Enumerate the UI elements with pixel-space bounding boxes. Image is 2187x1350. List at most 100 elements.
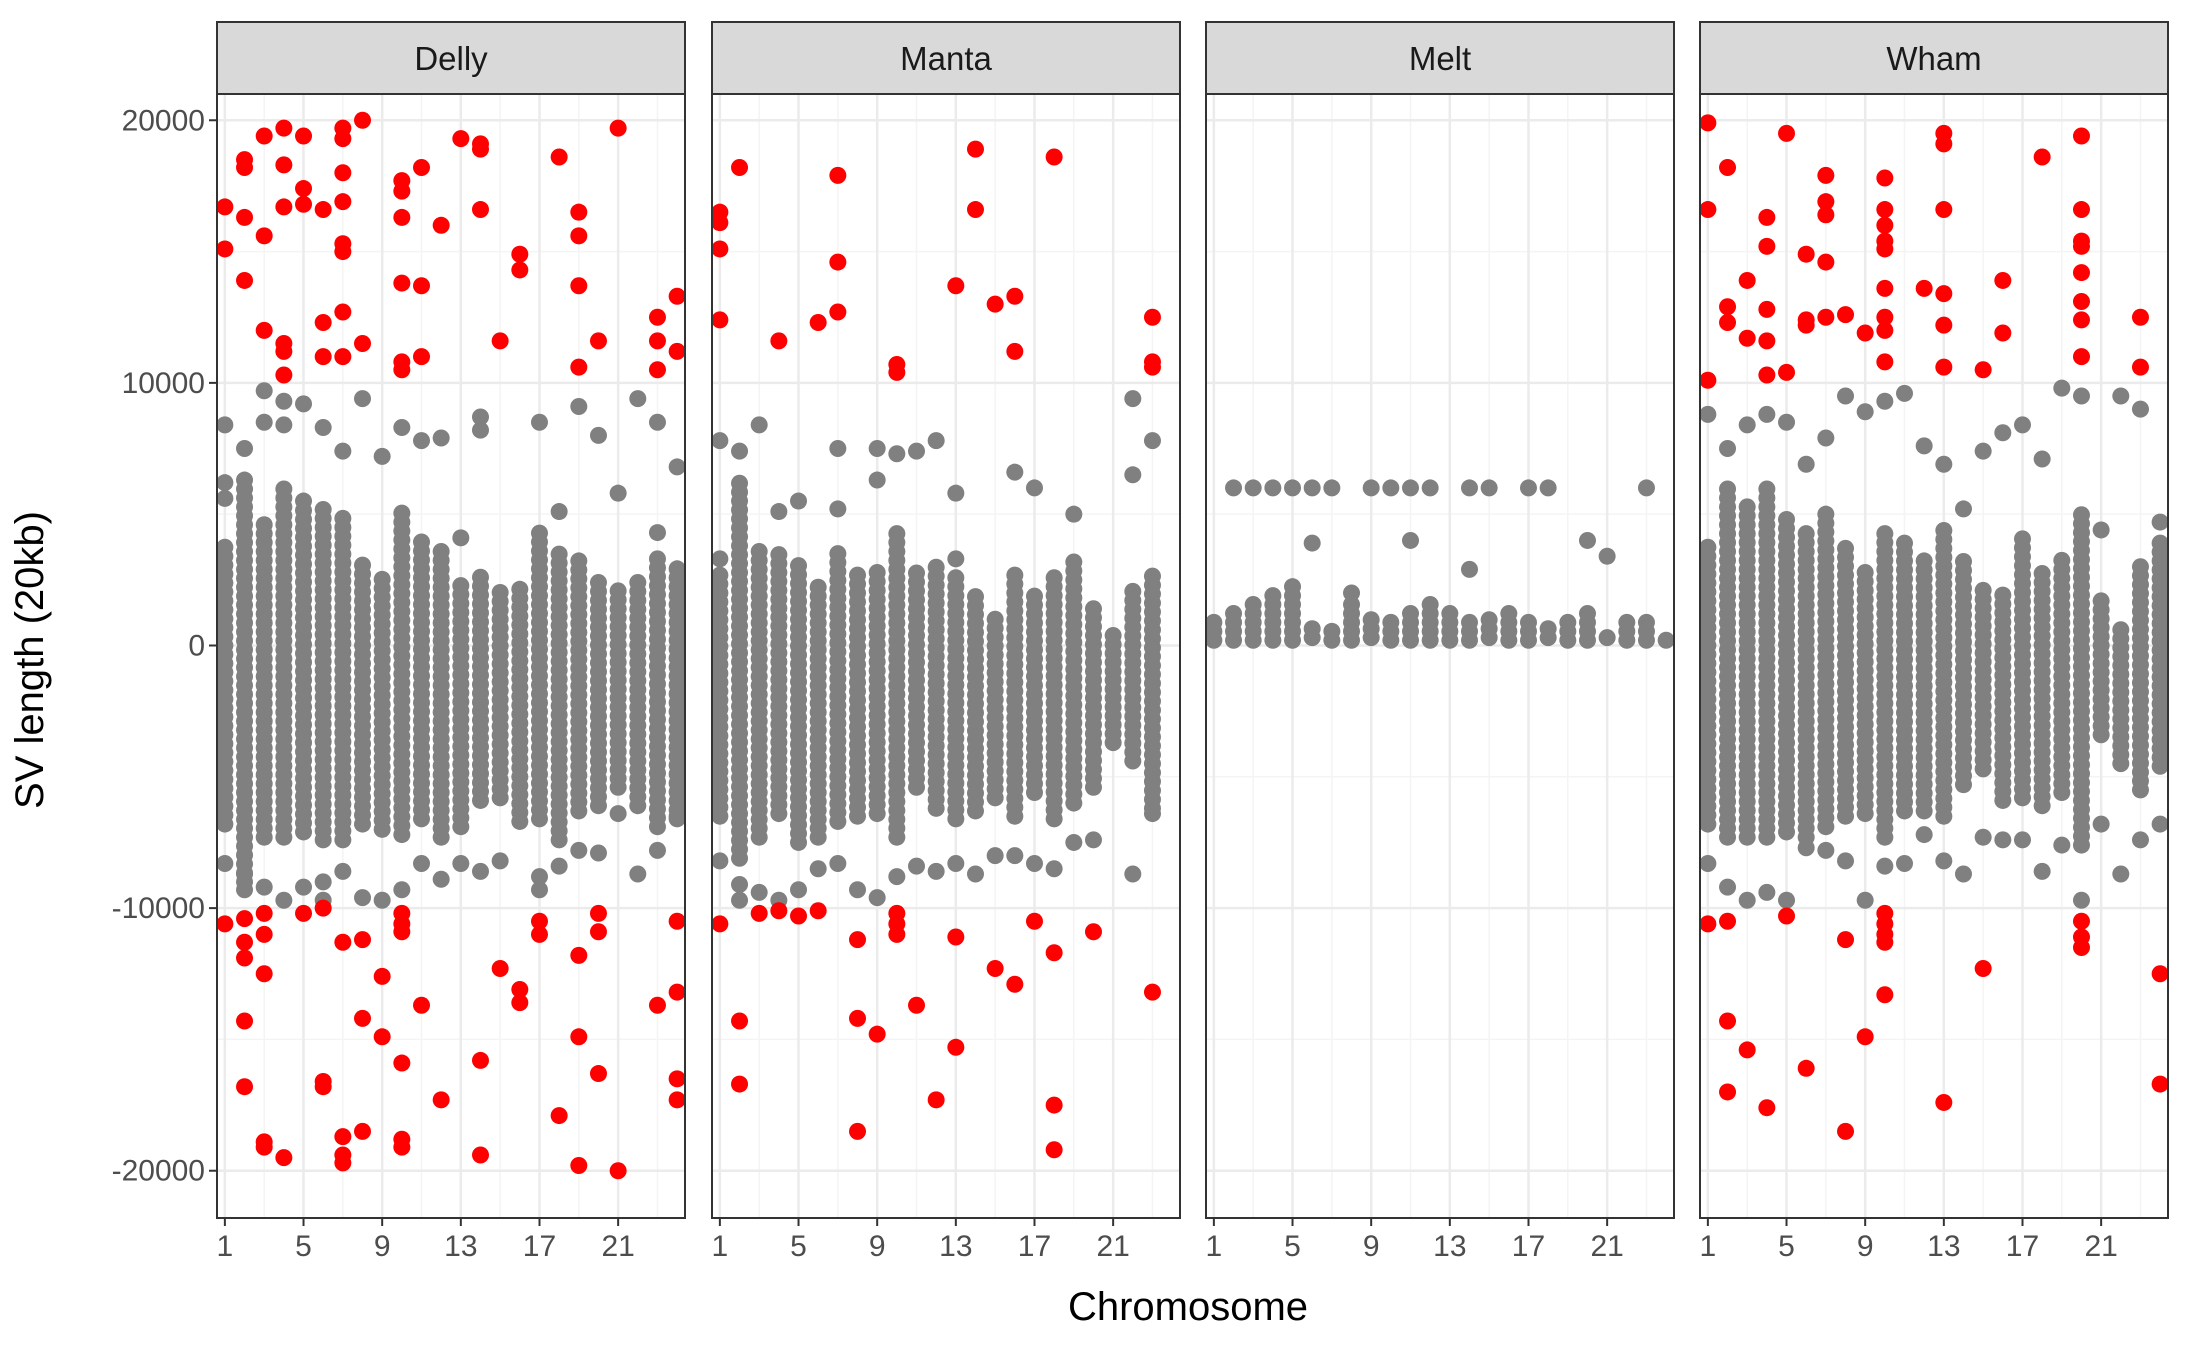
data-point-gray xyxy=(731,891,749,909)
data-point-outlier xyxy=(570,1156,588,1174)
data-point-outlier xyxy=(354,931,372,949)
data-point-gray xyxy=(1124,390,1142,408)
data-point-gray xyxy=(668,807,686,825)
data-point-outlier xyxy=(1994,324,2012,342)
x-tick-label: 9 xyxy=(1363,1230,1380,1263)
data-point-outlier xyxy=(491,960,509,978)
data-point-outlier xyxy=(570,946,588,964)
data-point-outlier xyxy=(648,332,666,350)
data-point-gray xyxy=(275,891,293,909)
data-point-gray xyxy=(393,419,411,437)
data-point-outlier xyxy=(849,1122,867,1140)
data-point-gray xyxy=(1758,883,1776,901)
data-point-outlier xyxy=(668,1070,686,1088)
y-tick-label: -10000 xyxy=(112,892,205,925)
data-point-gray xyxy=(2053,379,2071,397)
data-point-gray xyxy=(2112,865,2130,883)
data-point-gray xyxy=(1025,854,1043,872)
data-point-gray xyxy=(2112,621,2130,639)
data-point-outlier xyxy=(1778,363,1796,381)
x-tick-label: 5 xyxy=(790,1230,807,1263)
data-point-gray xyxy=(1915,826,1933,844)
data-point-outlier xyxy=(809,313,827,331)
data-point-outlier xyxy=(829,303,847,321)
data-point-gray xyxy=(1539,620,1557,638)
data-point-outlier xyxy=(413,348,431,366)
data-point-outlier xyxy=(570,203,588,221)
data-point-gray xyxy=(1896,534,1914,552)
data-point-outlier xyxy=(1045,1141,1063,1159)
data-point-gray xyxy=(849,881,867,899)
facet-strip-label: Delly xyxy=(414,40,488,77)
data-point-gray xyxy=(2072,506,2090,524)
data-point-gray xyxy=(1421,479,1439,497)
data-point-gray xyxy=(1225,604,1243,622)
data-point-outlier xyxy=(1876,240,1894,258)
data-point-outlier xyxy=(295,127,313,145)
x-tick-label: 13 xyxy=(1927,1230,1960,1263)
data-point-gray xyxy=(432,542,450,560)
data-point-gray xyxy=(1778,413,1796,431)
data-point-outlier xyxy=(1876,321,1894,339)
x-tick-label: 1 xyxy=(217,1230,234,1263)
data-point-gray xyxy=(530,413,548,431)
data-point-outlier xyxy=(314,899,332,917)
data-point-outlier xyxy=(1758,332,1776,350)
data-point-gray xyxy=(1598,629,1616,647)
data-point-gray xyxy=(927,432,945,450)
data-point-outlier xyxy=(471,1146,489,1164)
data-point-outlier xyxy=(1876,986,1894,1004)
data-point-gray xyxy=(868,471,886,489)
data-point-outlier xyxy=(530,912,548,930)
data-point-gray xyxy=(1402,531,1420,549)
data-point-outlier xyxy=(1797,316,1815,334)
data-point-gray xyxy=(216,489,234,507)
data-point-outlier xyxy=(2131,358,2149,376)
data-point-gray xyxy=(275,416,293,434)
data-point-gray xyxy=(452,577,470,595)
data-point-outlier xyxy=(275,119,293,137)
data-point-gray xyxy=(530,524,548,542)
data-point-gray xyxy=(570,398,588,416)
data-point-gray xyxy=(1421,596,1439,614)
data-point-gray xyxy=(1699,854,1717,872)
data-point-outlier xyxy=(216,198,234,216)
data-point-outlier xyxy=(888,363,906,381)
data-point-outlier xyxy=(295,180,313,198)
data-point-gray xyxy=(829,545,847,563)
data-point-outlier xyxy=(295,195,313,213)
data-point-outlier xyxy=(589,332,607,350)
x-tick-label: 21 xyxy=(1590,1230,1623,1263)
data-point-gray xyxy=(1065,505,1083,523)
data-point-outlier xyxy=(511,981,529,999)
data-point-outlier xyxy=(236,159,254,177)
data-point-outlier xyxy=(1758,237,1776,255)
data-point-outlier xyxy=(1817,193,1835,211)
data-point-outlier xyxy=(393,208,411,226)
y-tick-label: -20000 xyxy=(112,1155,205,1188)
data-point-gray xyxy=(1954,865,1972,883)
data-point-gray xyxy=(711,432,729,450)
data-point-gray xyxy=(2053,836,2071,854)
data-point-gray xyxy=(1637,479,1655,497)
data-point-gray xyxy=(432,870,450,888)
x-tick-label: 13 xyxy=(444,1230,477,1263)
data-point-outlier xyxy=(1738,1041,1756,1059)
data-point-gray xyxy=(1719,878,1737,896)
data-point-outlier xyxy=(2072,127,2090,145)
data-point-outlier xyxy=(1817,206,1835,224)
data-point-gray xyxy=(452,529,470,547)
data-point-outlier xyxy=(1045,944,1063,962)
data-point-outlier xyxy=(986,960,1004,978)
data-point-outlier xyxy=(947,928,965,946)
data-point-outlier xyxy=(1699,114,1717,132)
data-point-outlier xyxy=(275,156,293,174)
data-point-gray xyxy=(1460,613,1478,631)
data-point-gray xyxy=(1657,631,1675,649)
data-point-gray xyxy=(216,474,234,492)
data-point-outlier xyxy=(1974,960,1992,978)
data-point-gray xyxy=(809,860,827,878)
data-point-gray xyxy=(452,854,470,872)
data-point-gray xyxy=(629,573,647,591)
